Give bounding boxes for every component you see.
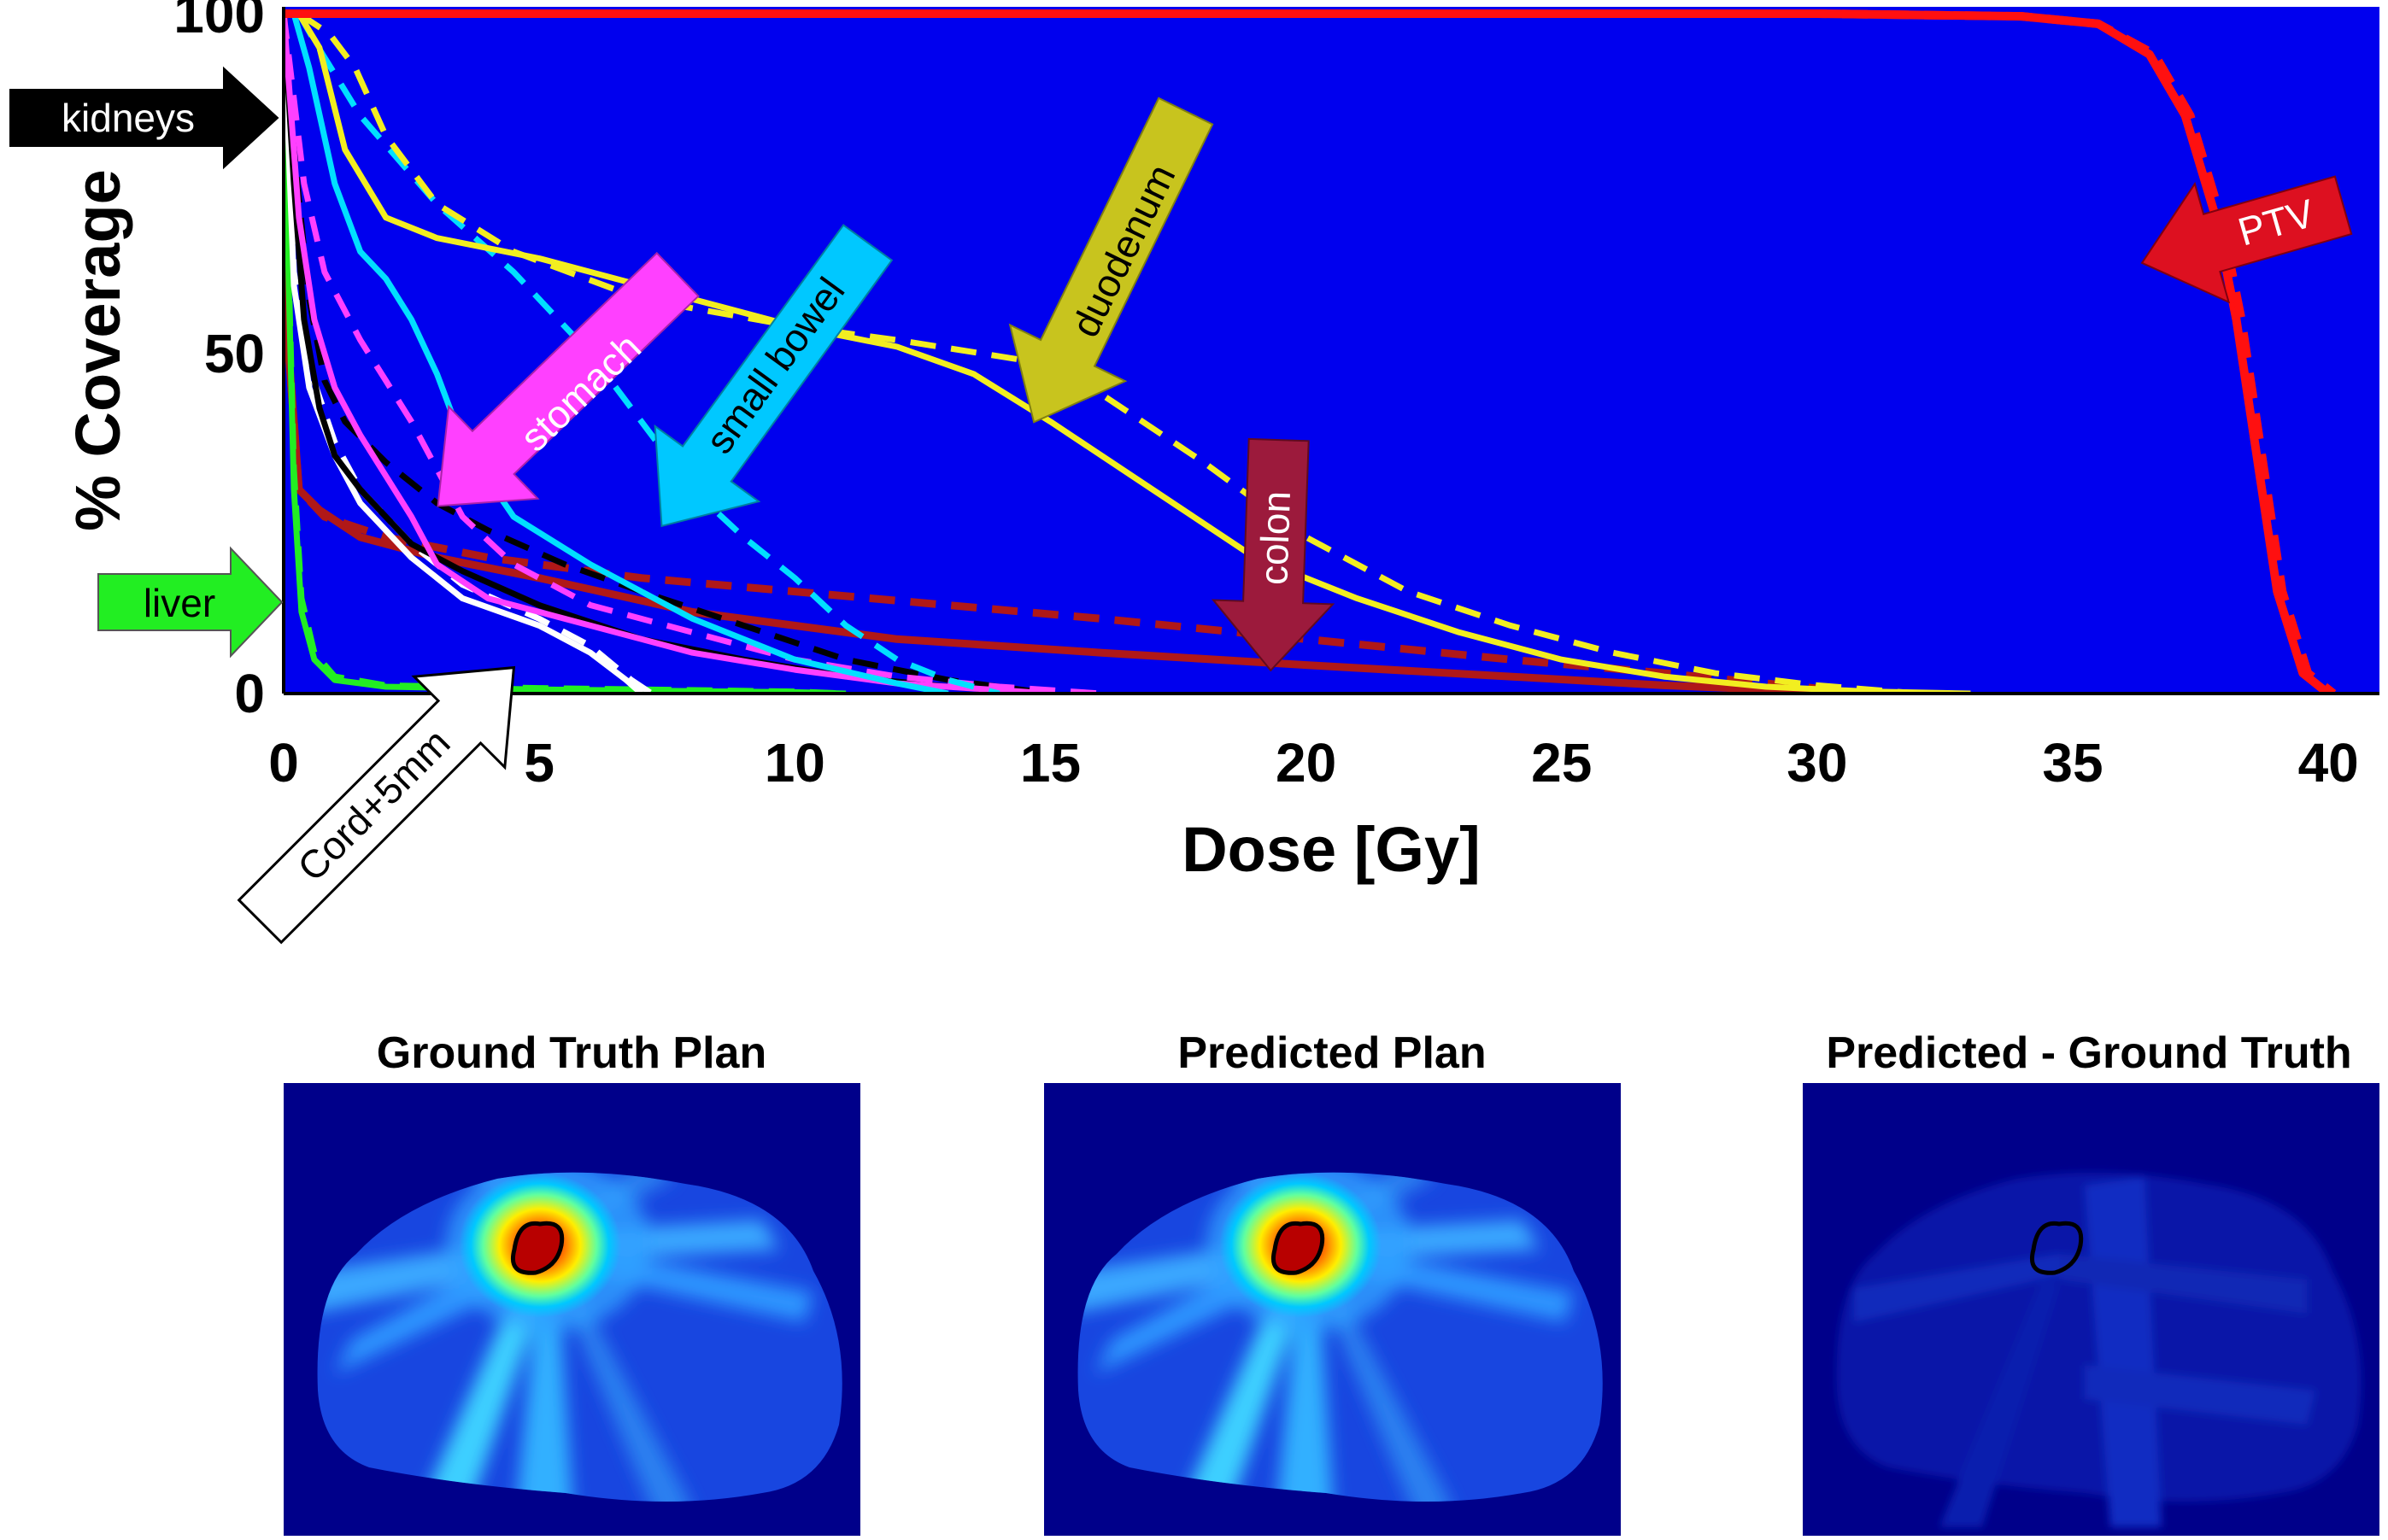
x-tick-label-40: 40: [2298, 732, 2359, 793]
arrow-colon: colon: [1211, 437, 1335, 672]
series-stomach-predicted: [284, 13, 1102, 694]
panel-title-difference: Predicted - Ground Truth: [1826, 1028, 2351, 1078]
panel-title-ground-truth: Ground Truth Plan: [377, 1028, 766, 1078]
arrow-label-cord: Cord+5mm: [289, 720, 459, 890]
panel-difference: Predicted - Ground Truth: [1803, 1028, 2379, 1536]
panel-predicted: Predicted Plan: [1044, 1028, 1621, 1536]
panel-title-predicted: Predicted Plan: [1177, 1028, 1486, 1078]
series-liver-predicted: [284, 13, 847, 694]
dose-map-ground-truth: [284, 1083, 860, 1536]
x-tick-label-15: 15: [1020, 732, 1081, 793]
series-stomach-ground-truth: [284, 13, 1051, 694]
series-cord-5mm-predicted: [284, 13, 654, 694]
x-tick-label-35: 35: [2042, 732, 2103, 793]
x-tick-label-25: 25: [1531, 732, 1592, 793]
x-tick-label-20: 20: [1276, 732, 1336, 793]
tick-layer: 0 5 10 15 20 25 30 35 40 0 50 100: [173, 0, 2359, 793]
y-tick-label-50: 50: [204, 323, 265, 384]
series-duodenum-ground-truth: [296, 12, 1971, 694]
x-tick-label-0: 0: [268, 732, 299, 793]
x-tick-label-30: 30: [1787, 732, 1847, 793]
dose-map-predicted: [1044, 1083, 1621, 1536]
arrow-label-colon: colon: [1251, 490, 1299, 586]
series-ptv-predicted: [284, 9, 2337, 694]
series-colon-ground-truth: [284, 13, 1869, 694]
arrow-kidneys: kidneys: [9, 66, 279, 170]
arrow-ptv: PTV: [2140, 175, 2353, 304]
x-tick-label-10: 10: [765, 732, 825, 793]
y-tick-label-0: 0: [234, 663, 265, 724]
arrow-label-liver: liver: [144, 581, 215, 625]
arrow-liver: liver: [97, 546, 284, 659]
dose-map-difference: [1803, 1083, 2379, 1536]
x-tick-label-5: 5: [524, 732, 554, 793]
x-axis-label: Dose [Gy]: [1182, 814, 1481, 885]
y-tick-label-100: 100: [173, 0, 265, 44]
arrow-label-kidneys: kidneys: [62, 96, 195, 140]
panel-ground-truth: Ground Truth Plan: [284, 1028, 860, 1536]
y-axis-label: % Coverage: [62, 169, 133, 531]
